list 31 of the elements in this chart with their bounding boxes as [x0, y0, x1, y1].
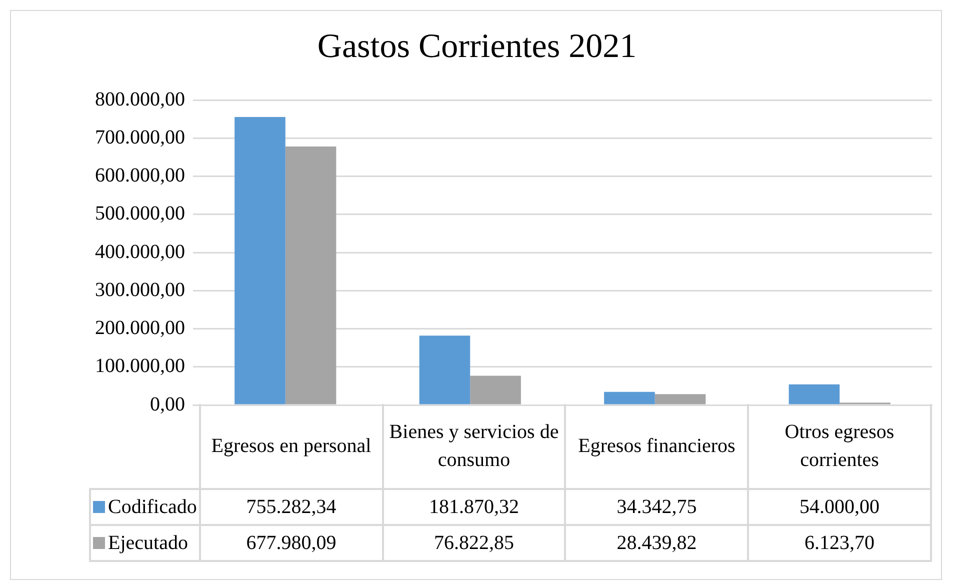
data-label: 6.123,70: [748, 525, 931, 561]
y-tick-label: 400.000,00: [95, 240, 185, 263]
x-tick-label: Bienes y servicios de consumo: [382, 404, 566, 489]
bar: [470, 376, 521, 404]
chart-title: Gastos Corrientes 2021: [316, 28, 638, 66]
data-label: 28.439,82: [565, 525, 748, 561]
y-tick-label: 200.000,00: [95, 317, 185, 339]
bar: [285, 146, 336, 404]
x-tick-label: Otros egresos corrientes: [748, 404, 931, 489]
data-label: 181.870,32: [382, 489, 566, 525]
bar: [654, 394, 706, 404]
data-label: 76.822,85: [382, 525, 566, 561]
legend-label: Codificado: [90, 489, 200, 525]
bar: [419, 336, 470, 404]
legend-label: Ejecutado: [90, 525, 200, 561]
y-tick-label: 700.000,00: [95, 126, 185, 148]
y-tick-label: 500.000,00: [95, 202, 185, 225]
bar: [604, 392, 655, 404]
y-tick-label: 800.000,00: [95, 88, 185, 110]
y-tick-label: 0,00: [150, 393, 185, 416]
y-tick-label: 100.000,00: [95, 355, 185, 378]
data-label: 755.282,34: [200, 489, 383, 525]
bar: [234, 117, 286, 404]
x-tick-label: Egresos en personal: [200, 404, 383, 489]
y-tick-label: 300.000,00: [95, 278, 185, 301]
x-tick-label: Egresos financieros: [565, 404, 748, 489]
bar: [788, 384, 840, 404]
data-label: 677.980,09: [200, 525, 383, 561]
y-tick-label: 600.000,00: [95, 164, 185, 186]
data-label: 34.342,75: [565, 489, 748, 525]
data-label: 54.000,00: [748, 489, 931, 525]
